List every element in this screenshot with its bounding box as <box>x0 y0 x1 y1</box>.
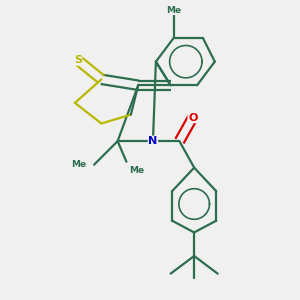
Text: N: N <box>148 136 158 146</box>
Text: Me: Me <box>129 166 145 175</box>
Text: Me: Me <box>72 160 87 169</box>
Text: O: O <box>188 112 197 123</box>
Text: S: S <box>74 55 82 65</box>
Text: Me: Me <box>166 6 181 15</box>
